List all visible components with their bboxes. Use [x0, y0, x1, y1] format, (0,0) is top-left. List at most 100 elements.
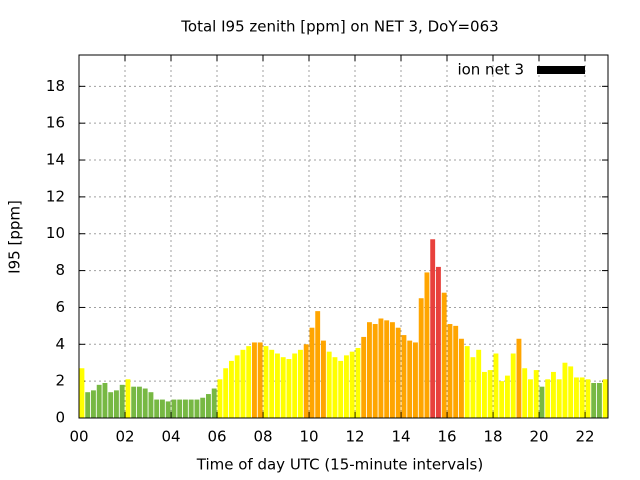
y-tick-label: 2 [55, 372, 65, 390]
bar [470, 357, 476, 418]
bar [556, 379, 562, 418]
bar [257, 342, 263, 418]
bar [482, 371, 487, 418]
bar [183, 399, 188, 418]
x-tick-label: 16 [437, 428, 456, 446]
bar [602, 379, 608, 418]
bar [430, 239, 436, 418]
bar [200, 397, 206, 418]
bar [263, 346, 269, 418]
bar [562, 362, 568, 418]
bar [344, 355, 349, 418]
bar [240, 349, 246, 418]
bar [384, 320, 390, 418]
x-tick-label: 14 [391, 428, 410, 446]
bar [125, 379, 131, 418]
x-axis-label: Time of day UTC (15-minute intervals) [196, 456, 483, 474]
bar [505, 375, 510, 418]
bar [309, 327, 315, 418]
y-tick-label: 18 [46, 77, 65, 95]
x-tick-label: 18 [483, 428, 502, 446]
bar [349, 351, 355, 418]
x-tick-label: 04 [161, 428, 180, 446]
bar [551, 371, 556, 418]
bar [395, 327, 401, 418]
bar [102, 382, 108, 418]
x-tick-label: 10 [299, 428, 318, 446]
bar [367, 322, 372, 418]
bar [171, 399, 177, 418]
bar [229, 360, 234, 418]
x-tick-label: 00 [69, 428, 88, 446]
bar [487, 370, 493, 418]
bar [206, 394, 211, 418]
bar [280, 357, 286, 418]
x-tick-label: 02 [115, 428, 134, 446]
chart-title: Total I95 zenith [ppm] on NET 3, DoY=063 [180, 18, 498, 36]
bar [533, 370, 539, 418]
legend-swatch [537, 66, 585, 74]
bar [459, 338, 464, 418]
bar [516, 338, 522, 418]
bar [321, 340, 326, 418]
bar [378, 318, 384, 418]
bar [315, 311, 321, 418]
bar [591, 382, 597, 418]
bar [211, 388, 217, 418]
bar [275, 353, 280, 418]
y-tick-label: 8 [55, 261, 65, 279]
bar [579, 377, 585, 418]
bar [252, 342, 257, 418]
bar [131, 386, 137, 418]
bar [545, 379, 551, 418]
bar [464, 346, 470, 418]
bar [338, 360, 344, 418]
bar [361, 336, 367, 418]
bar [539, 386, 545, 418]
x-tick-label: 20 [529, 428, 548, 446]
bar [355, 347, 361, 418]
x-tick-label: 06 [207, 428, 226, 446]
bar [223, 368, 229, 418]
bar [372, 324, 378, 418]
y-tick-label: 14 [46, 151, 65, 169]
bar [447, 324, 453, 418]
bar [401, 335, 407, 418]
bar [137, 386, 142, 418]
bar [165, 401, 171, 418]
bar [79, 368, 85, 418]
bar [114, 390, 119, 418]
bar [390, 322, 395, 418]
bar [217, 379, 223, 418]
bar [413, 342, 418, 418]
bar [453, 325, 459, 418]
bar [160, 399, 165, 418]
bar [303, 344, 309, 418]
bar [292, 353, 298, 418]
bar [142, 388, 148, 418]
bar [476, 349, 482, 418]
y-tick-label: 16 [46, 114, 65, 132]
bar [119, 384, 125, 418]
y-tick-label: 4 [55, 335, 65, 353]
bar [574, 377, 579, 418]
bar [528, 379, 533, 418]
bar [407, 340, 413, 418]
y-axis-label: I95 [ppm] [6, 200, 24, 274]
bar [298, 349, 303, 418]
y-tick-label: 0 [55, 409, 65, 427]
x-tick-label: 08 [253, 428, 272, 446]
bar [510, 353, 516, 418]
bar [188, 399, 194, 418]
bar [597, 382, 602, 418]
bar [286, 359, 292, 418]
bar [585, 379, 591, 418]
plot-frame [78, 54, 609, 419]
bar [91, 390, 96, 418]
bar [177, 399, 183, 418]
bar [234, 355, 240, 418]
bar [148, 392, 154, 418]
bar [326, 351, 332, 418]
bar [436, 266, 441, 418]
